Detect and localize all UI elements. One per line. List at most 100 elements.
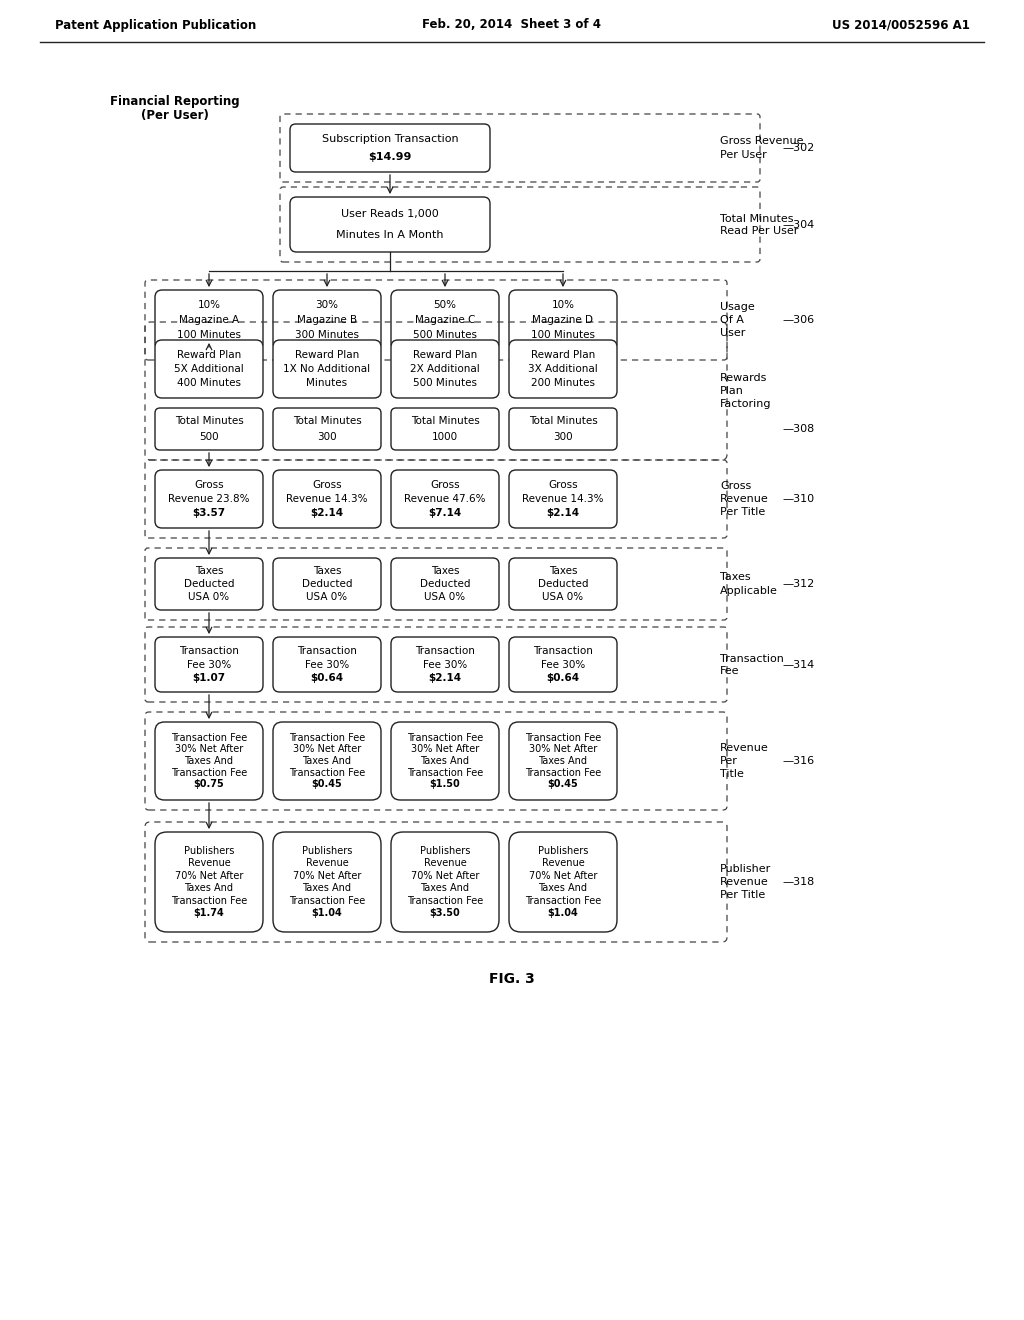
Text: Fee 30%: Fee 30% [186, 660, 231, 669]
Text: $1.04: $1.04 [548, 908, 579, 919]
Text: Transaction Fee: Transaction Fee [407, 768, 483, 777]
Text: Revenue 23.8%: Revenue 23.8% [168, 494, 250, 504]
Text: 30% Net After: 30% Net After [411, 744, 479, 754]
Text: Transaction: Transaction [720, 653, 784, 664]
FancyBboxPatch shape [391, 558, 499, 610]
Text: Revenue: Revenue [305, 858, 348, 869]
Text: Per Title: Per Title [720, 890, 765, 900]
FancyBboxPatch shape [273, 832, 381, 932]
Text: Revenue 14.3%: Revenue 14.3% [287, 494, 368, 504]
Text: Taxes: Taxes [312, 566, 341, 576]
Text: $0.64: $0.64 [310, 673, 344, 684]
Text: Read Per User: Read Per User [720, 227, 799, 236]
FancyBboxPatch shape [155, 832, 263, 932]
FancyBboxPatch shape [273, 638, 381, 692]
Text: 70% Net After: 70% Net After [175, 871, 243, 880]
Text: Per: Per [720, 756, 738, 766]
Text: Publishers: Publishers [538, 846, 588, 855]
Text: Transaction Fee: Transaction Fee [171, 768, 247, 777]
Text: 30% Net After: 30% Net After [293, 744, 361, 754]
Text: Gross: Gross [430, 479, 460, 490]
Text: Gross: Gross [548, 479, 578, 490]
Text: (Per User): (Per User) [141, 110, 209, 123]
Text: Rewards: Rewards [720, 374, 767, 383]
FancyBboxPatch shape [509, 832, 617, 932]
Text: —308: —308 [782, 424, 814, 434]
Text: 3X Additional: 3X Additional [528, 364, 598, 374]
Text: Transaction Fee: Transaction Fee [289, 896, 366, 906]
Text: Of A: Of A [720, 315, 743, 325]
Text: Feb. 20, 2014  Sheet 3 of 4: Feb. 20, 2014 Sheet 3 of 4 [423, 18, 601, 32]
Text: Per User: Per User [720, 149, 767, 160]
Text: Revenue: Revenue [720, 876, 769, 887]
Text: Factoring: Factoring [720, 399, 771, 409]
Text: Transaction: Transaction [534, 645, 593, 656]
Text: Total Minutes: Total Minutes [528, 416, 597, 426]
Text: —306: —306 [782, 315, 814, 325]
Text: Gross: Gross [720, 480, 752, 491]
Text: Transaction: Transaction [415, 645, 475, 656]
Text: Taxes: Taxes [720, 573, 751, 582]
FancyBboxPatch shape [391, 470, 499, 528]
Text: Title: Title [720, 770, 743, 779]
Text: Reward Plan: Reward Plan [177, 350, 241, 359]
Text: Total Minutes: Total Minutes [411, 416, 479, 426]
Text: —304: —304 [782, 220, 814, 230]
Text: Taxes And: Taxes And [184, 756, 233, 766]
Text: Revenue: Revenue [542, 858, 585, 869]
Text: 100 Minutes: 100 Minutes [177, 330, 241, 341]
Text: $1.04: $1.04 [311, 908, 342, 919]
Text: Gross: Gross [312, 479, 342, 490]
Text: $0.45: $0.45 [311, 779, 342, 789]
Text: —302: —302 [782, 143, 814, 153]
FancyBboxPatch shape [290, 124, 490, 172]
Text: Publisher: Publisher [720, 865, 771, 874]
Text: $2.14: $2.14 [428, 673, 462, 684]
Text: $0.45: $0.45 [548, 779, 579, 789]
FancyBboxPatch shape [155, 638, 263, 692]
Text: Magazine C: Magazine C [415, 315, 475, 325]
Text: Financial Reporting: Financial Reporting [111, 95, 240, 108]
Text: Taxes And: Taxes And [302, 883, 351, 894]
Text: Revenue 14.3%: Revenue 14.3% [522, 494, 604, 504]
Text: Fee 30%: Fee 30% [541, 660, 585, 669]
Text: Fee: Fee [720, 667, 739, 676]
Text: $0.75: $0.75 [194, 779, 224, 789]
Text: 50%: 50% [433, 300, 457, 310]
Text: Publishers: Publishers [184, 846, 234, 855]
Text: Taxes And: Taxes And [539, 756, 588, 766]
Text: Reward Plan: Reward Plan [413, 350, 477, 359]
FancyBboxPatch shape [509, 470, 617, 528]
Text: Transaction Fee: Transaction Fee [525, 768, 601, 777]
FancyBboxPatch shape [273, 558, 381, 610]
Text: $3.57: $3.57 [193, 508, 225, 519]
Text: $2.14: $2.14 [547, 508, 580, 519]
Text: Total Minutes: Total Minutes [293, 416, 361, 426]
Text: Subscription Transaction: Subscription Transaction [322, 135, 459, 144]
Text: Publishers: Publishers [302, 846, 352, 855]
FancyBboxPatch shape [391, 638, 499, 692]
Text: Transaction Fee: Transaction Fee [289, 768, 366, 777]
Text: Minutes: Minutes [306, 379, 347, 388]
Text: 70% Net After: 70% Net After [293, 871, 361, 880]
Text: 400 Minutes: 400 Minutes [177, 379, 241, 388]
Text: Taxes And: Taxes And [421, 756, 469, 766]
Text: Taxes And: Taxes And [539, 883, 588, 894]
Text: Total Minutes: Total Minutes [720, 214, 794, 223]
Text: Revenue: Revenue [187, 858, 230, 869]
Text: FIG. 3: FIG. 3 [489, 972, 535, 986]
Text: 2X Additional: 2X Additional [411, 364, 480, 374]
Text: Fee 30%: Fee 30% [423, 660, 467, 669]
Text: Magazine B: Magazine B [297, 315, 357, 325]
Text: 30%: 30% [315, 300, 339, 310]
Text: Taxes: Taxes [549, 566, 578, 576]
FancyBboxPatch shape [155, 558, 263, 610]
FancyBboxPatch shape [509, 408, 617, 450]
Text: 200 Minutes: 200 Minutes [531, 379, 595, 388]
Text: Plan: Plan [720, 385, 743, 396]
Text: User: User [720, 327, 745, 338]
Text: 30% Net After: 30% Net After [528, 744, 597, 754]
Text: Applicable: Applicable [720, 586, 778, 595]
Text: Transaction Fee: Transaction Fee [525, 896, 601, 906]
FancyBboxPatch shape [509, 290, 617, 350]
